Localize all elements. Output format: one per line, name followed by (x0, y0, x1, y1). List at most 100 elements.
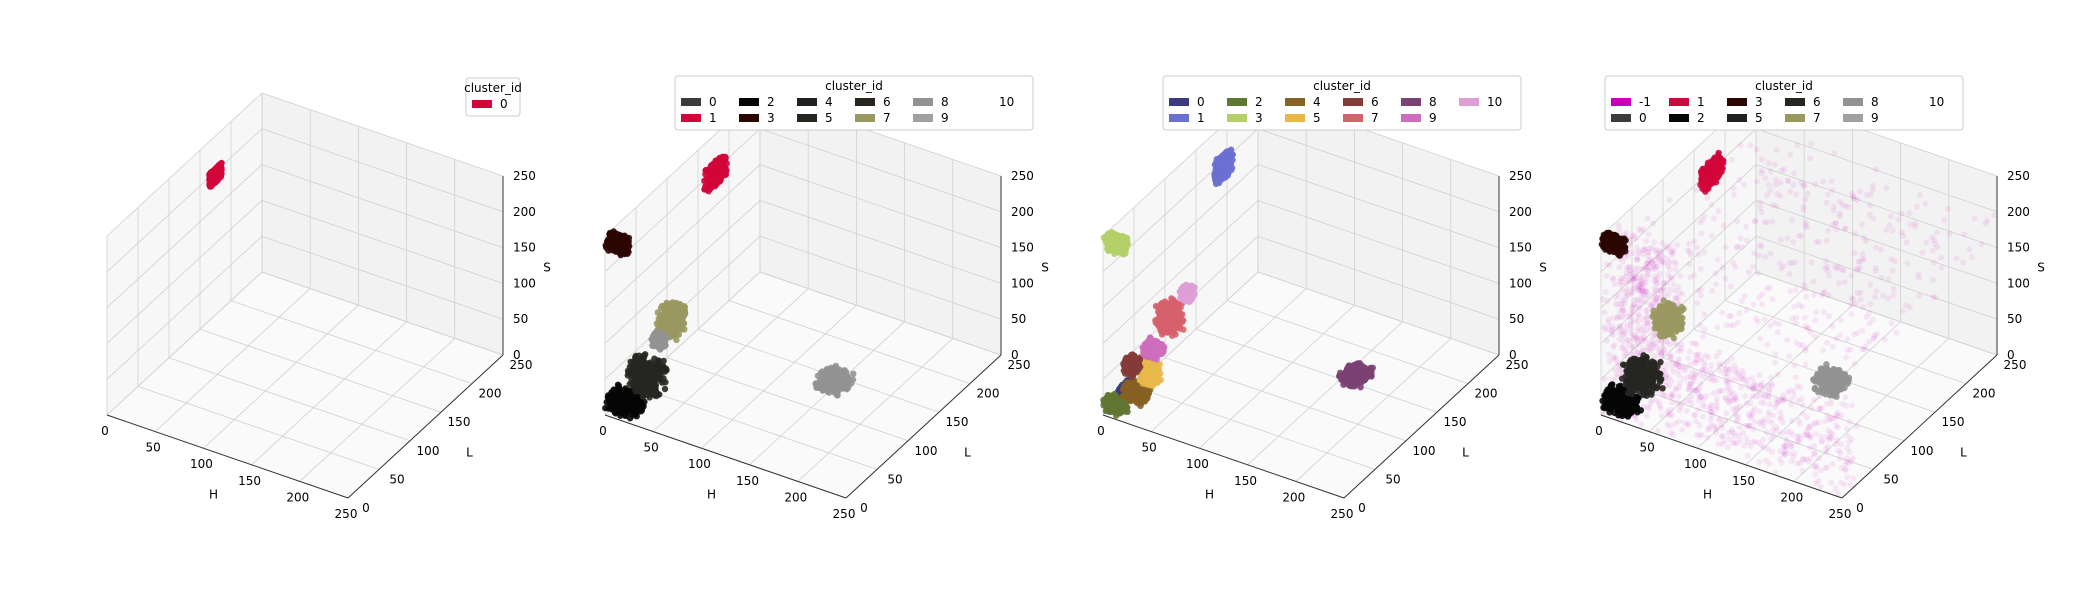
data-point (1736, 310, 1743, 317)
h-tick-label: 250 (1331, 507, 1354, 521)
data-point (681, 309, 688, 316)
s-tick-label: 0 (1509, 348, 1517, 362)
data-point (659, 319, 666, 326)
l-tick-label: 200 (479, 387, 502, 401)
data-point (1695, 406, 1702, 413)
data-point (1683, 408, 1690, 415)
data-point (1128, 369, 1135, 376)
grid-line (652, 288, 809, 432)
l-axis-label: L (1462, 446, 1469, 460)
data-point (668, 325, 675, 333)
data-point (1751, 418, 1758, 425)
data-point (1220, 153, 1228, 160)
data-point (643, 385, 650, 392)
grid-line (797, 338, 954, 482)
data-point (1709, 287, 1716, 294)
data-point (636, 406, 643, 414)
data-point (1852, 230, 1859, 237)
data-point (1643, 412, 1650, 419)
data-point (1112, 245, 1120, 252)
h-tick-label: 200 (784, 490, 807, 504)
l-axis-line (347, 354, 504, 499)
data-point (1162, 304, 1169, 311)
data-point (1712, 270, 1719, 277)
data-point (1812, 471, 1819, 478)
data-point (1850, 475, 1857, 482)
data-point (633, 413, 640, 420)
data-point (1180, 289, 1187, 296)
h-axis-line (604, 414, 847, 499)
legend-label: 10 (999, 95, 1014, 109)
grid-line (106, 235, 263, 380)
data-point (612, 401, 619, 408)
data-point (1102, 238, 1109, 245)
legend-swatch (1285, 114, 1305, 122)
data-point (1221, 163, 1229, 170)
legend-label: 9 (941, 111, 949, 125)
data-point (719, 155, 726, 163)
s-axis-label: S (1539, 261, 1547, 275)
data-point (1122, 248, 1129, 255)
data-point (617, 409, 625, 417)
data-point (626, 415, 634, 422)
data-point (630, 366, 637, 373)
data-point (1347, 382, 1354, 389)
data-point (850, 370, 857, 377)
h-tick-label: 50 (644, 441, 659, 455)
data-point (1859, 304, 1866, 311)
h-axis-label: H (209, 488, 218, 502)
data-point (1930, 277, 1937, 283)
data-point (1808, 259, 1815, 266)
l-tick-label: 250 (510, 358, 533, 372)
data-point (828, 366, 835, 373)
data-point (654, 331, 662, 338)
data-point (1906, 210, 1913, 217)
data-point (1764, 341, 1771, 348)
data-point (839, 378, 846, 385)
data-point (1802, 347, 1809, 354)
s-tick-label: 150 (1509, 241, 1532, 255)
data-point (1753, 146, 1760, 153)
data-point (612, 387, 619, 394)
h-tick-label: 0 (599, 424, 607, 438)
legend-label: 0 (500, 97, 508, 111)
data-point (1938, 254, 1945, 261)
data-point (1756, 294, 1762, 301)
data-point (1756, 372, 1763, 379)
h-tick-label: 0 (1097, 424, 1105, 438)
legend-swatch (1169, 98, 1189, 106)
s-tick-label: 0 (1011, 348, 1019, 362)
s-tick-label: 50 (1011, 312, 1026, 326)
pane-floor (605, 272, 1001, 498)
data-point (603, 399, 610, 406)
data-point (821, 373, 829, 380)
data-point (1941, 216, 1948, 223)
data-point (1699, 413, 1706, 420)
data-point (652, 382, 659, 389)
data-point (1869, 182, 1876, 189)
data-point (1890, 286, 1897, 293)
grid-line (759, 128, 1002, 213)
grid-line (604, 164, 761, 308)
data-point (820, 379, 828, 386)
data-point (1131, 390, 1138, 397)
data-point (1820, 347, 1827, 354)
data-point (1743, 223, 1750, 230)
h-tick-label: 200 (1780, 490, 1803, 504)
data-point (1802, 361, 1809, 368)
data-point (1367, 365, 1374, 373)
data-point (1700, 333, 1706, 340)
data-point (1878, 274, 1885, 281)
data-point (655, 341, 663, 348)
s-tick-label: 100 (513, 276, 536, 290)
data-point (647, 370, 654, 377)
data-point (217, 171, 224, 178)
h-tick-label: 250 (833, 507, 856, 521)
s-tick-label: 250 (2007, 169, 2030, 183)
series-2 (602, 381, 648, 422)
legend-label: 4 (1313, 95, 1321, 109)
data-point (1873, 288, 1880, 295)
data-point (1889, 227, 1896, 234)
data-point (1890, 292, 1897, 299)
